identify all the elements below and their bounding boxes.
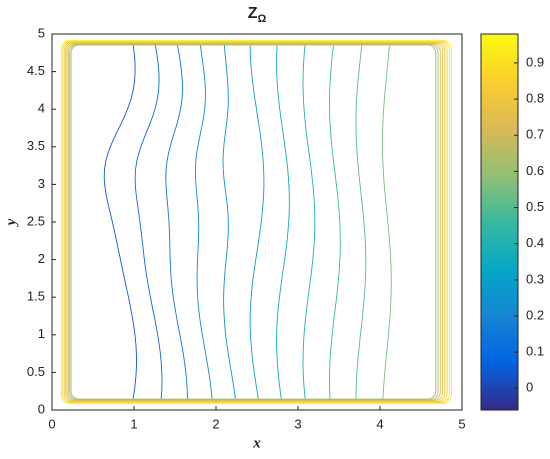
colorbar — [480, 33, 519, 411]
contour-line — [61, 40, 452, 404]
y-tick-label: 0.5 — [27, 364, 45, 379]
x-tick-label: 4 — [376, 416, 383, 431]
contour-line — [381, 45, 392, 399]
contour-line — [103, 45, 137, 399]
contour-line — [67, 43, 441, 401]
contour-line — [249, 45, 265, 399]
contour-line — [165, 45, 188, 399]
colorbar-tick-label: 0.8 — [526, 91, 544, 106]
x-tick-label: 1 — [130, 416, 137, 431]
y-tick-label: 1.5 — [27, 289, 45, 304]
contour-line — [355, 45, 367, 399]
contour-line — [194, 45, 213, 399]
colorbar-tick-label: 0.2 — [526, 307, 544, 322]
contour-line — [222, 45, 236, 399]
colorbar-tick-label: 0.3 — [526, 271, 544, 286]
contour-line — [66, 42, 443, 402]
y-tick-label: 0 — [38, 401, 45, 416]
contour-line — [65, 42, 446, 402]
colorbar-tick-label: 0.7 — [526, 127, 544, 142]
contour-line — [302, 45, 316, 399]
contour-lines — [61, 40, 452, 404]
contour-line — [329, 45, 341, 399]
colorbar-tick-label: 0.1 — [526, 344, 544, 359]
chart-title: ZΩ — [248, 5, 267, 25]
y-tick-label: 4.5 — [27, 63, 45, 78]
y-tick-label: 1 — [38, 326, 45, 341]
x-axis-label: x — [252, 435, 261, 451]
y-tick-label: 3.5 — [27, 138, 45, 153]
plot-frame — [51, 33, 463, 411]
colorbar-tick-label: 0.4 — [526, 235, 544, 250]
y-tick-label: 5 — [38, 25, 45, 40]
contour-line — [134, 45, 163, 399]
colorbar-tick-label: 0.5 — [526, 199, 544, 214]
colorbar-tick-label: 0 — [526, 380, 533, 395]
contour-line — [62, 40, 450, 404]
x-tick-label: 5 — [458, 416, 465, 431]
contour-line — [63, 41, 448, 403]
colorbar-tick-label: 0.9 — [526, 54, 544, 69]
contour-line — [69, 43, 439, 401]
colorbar-tick-label: 0.6 — [526, 163, 544, 178]
x-tick-label: 2 — [212, 416, 219, 431]
x-tick-label: 3 — [294, 416, 301, 431]
title-subscript: Ω — [257, 13, 266, 25]
y-tick-label: 2 — [38, 251, 45, 266]
contour-line — [276, 45, 290, 399]
x-tick-label: 0 — [48, 416, 55, 431]
y-tick-label: 4 — [38, 101, 45, 116]
y-tick-label: 3 — [38, 176, 45, 191]
y-axis-label: y — [3, 218, 19, 227]
y-tick-label: 2.5 — [27, 213, 45, 228]
contour-line — [70, 44, 437, 400]
title-main: Z — [248, 5, 258, 22]
